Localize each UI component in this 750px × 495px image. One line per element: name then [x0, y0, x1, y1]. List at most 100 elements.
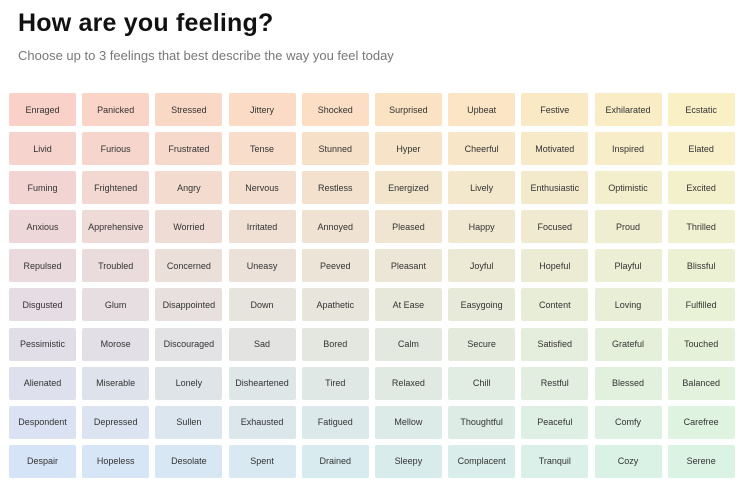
feeling-option[interactable]: Annoyed — [301, 210, 369, 244]
feeling-option[interactable]: Exhilarated — [594, 93, 662, 126]
feeling-option[interactable]: Grateful — [594, 327, 662, 361]
feeling-option[interactable]: Glum — [82, 288, 150, 322]
feeling-option[interactable]: Serene — [667, 444, 735, 478]
feeling-option[interactable]: At Ease — [374, 288, 442, 322]
feeling-option[interactable]: Angry — [155, 171, 223, 205]
feeling-option[interactable]: Apprehensive — [82, 210, 150, 244]
feeling-option[interactable]: Loving — [594, 288, 662, 322]
feeling-option[interactable]: Enraged — [9, 93, 76, 126]
feeling-option[interactable]: Tired — [301, 366, 369, 400]
feeling-option[interactable]: Troubled — [82, 249, 150, 283]
feeling-option[interactable]: Proud — [594, 210, 662, 244]
feeling-option[interactable]: Relaxed — [374, 366, 442, 400]
feeling-option[interactable]: Nervous — [228, 171, 296, 205]
feeling-option[interactable]: Frightened — [82, 171, 150, 205]
feeling-option[interactable]: Sullen — [155, 405, 223, 439]
feeling-option[interactable]: Comfy — [594, 405, 662, 439]
feeling-option[interactable]: Disappointed — [155, 288, 223, 322]
feeling-option[interactable]: Happy — [448, 210, 516, 244]
feeling-option[interactable]: Depressed — [82, 405, 150, 439]
feeling-option[interactable]: Secure — [448, 327, 516, 361]
feeling-option[interactable]: Ecstatic — [667, 93, 735, 126]
feeling-option[interactable]: Balanced — [667, 366, 735, 400]
feeling-option[interactable]: Cozy — [594, 444, 662, 478]
feeling-option[interactable]: Fatigued — [301, 405, 369, 439]
feeling-option[interactable]: Thrilled — [667, 210, 735, 244]
feeling-option[interactable]: Frustrated — [155, 132, 223, 166]
feeling-option[interactable]: Hyper — [374, 132, 442, 166]
feeling-option[interactable]: Worried — [155, 210, 223, 244]
feeling-option[interactable]: Morose — [82, 327, 150, 361]
feeling-option[interactable]: Anxious — [9, 210, 76, 244]
feeling-option[interactable]: Disheartened — [228, 366, 296, 400]
feeling-option[interactable]: Desolate — [155, 444, 223, 478]
feeling-option[interactable]: Pleasant — [374, 249, 442, 283]
feeling-option[interactable]: Thoughtful — [448, 405, 516, 439]
feeling-option[interactable]: Restful — [521, 366, 589, 400]
feeling-option[interactable]: Satisfied — [521, 327, 589, 361]
feeling-option[interactable]: Irritated — [228, 210, 296, 244]
feeling-option[interactable]: Fuming — [9, 171, 76, 205]
feeling-option[interactable]: Down — [228, 288, 296, 322]
feeling-option[interactable]: Optimistic — [594, 171, 662, 205]
feeling-option[interactable]: Despondent — [9, 405, 76, 439]
feeling-option[interactable]: Pessimistic — [9, 327, 76, 361]
feeling-option[interactable]: Easygoing — [448, 288, 516, 322]
feeling-option[interactable]: Drained — [301, 444, 369, 478]
feeling-option[interactable]: Uneasy — [228, 249, 296, 283]
feeling-option[interactable]: Carefree — [667, 405, 735, 439]
feeling-option[interactable]: Repulsed — [9, 249, 76, 283]
feeling-option[interactable]: Discouraged — [155, 327, 223, 361]
feeling-option[interactable]: Chill — [448, 366, 516, 400]
feeling-option[interactable]: Disgusted — [9, 288, 76, 322]
feeling-option[interactable]: Touched — [667, 327, 735, 361]
feeling-option[interactable]: Hopeful — [521, 249, 589, 283]
feeling-option[interactable]: Lonely — [155, 366, 223, 400]
feeling-option[interactable]: Tranquil — [521, 444, 589, 478]
feeling-option[interactable]: Fulfilled — [667, 288, 735, 322]
feeling-option[interactable]: Complacent — [448, 444, 516, 478]
feeling-option[interactable]: Cheerful — [448, 132, 516, 166]
feeling-option[interactable]: Festive — [521, 93, 589, 126]
feeling-option[interactable]: Spent — [228, 444, 296, 478]
feeling-option[interactable]: Jittery — [228, 93, 296, 126]
feeling-option[interactable]: Joyful — [448, 249, 516, 283]
feeling-option[interactable]: Playful — [594, 249, 662, 283]
feeling-option[interactable]: Elated — [667, 132, 735, 166]
feeling-option[interactable]: Blissful — [667, 249, 735, 283]
feeling-option[interactable]: Focused — [521, 210, 589, 244]
feeling-option[interactable]: Sleepy — [374, 444, 442, 478]
feeling-option[interactable]: Inspired — [594, 132, 662, 166]
feeling-option[interactable]: Despair — [9, 444, 76, 478]
feeling-option[interactable]: Shocked — [301, 93, 369, 126]
feeling-option[interactable]: Blessed — [594, 366, 662, 400]
feeling-option[interactable]: Hopeless — [82, 444, 150, 478]
feeling-option[interactable]: Motivated — [521, 132, 589, 166]
feeling-option[interactable]: Livid — [9, 132, 76, 166]
feeling-option[interactable]: Peeved — [301, 249, 369, 283]
feeling-option[interactable]: Stressed — [155, 93, 223, 126]
feeling-option[interactable]: Bored — [301, 327, 369, 361]
feeling-option[interactable]: Furious — [82, 132, 150, 166]
feeling-option[interactable]: Surprised — [374, 93, 442, 126]
feeling-option[interactable]: Concerned — [155, 249, 223, 283]
feeling-option[interactable]: Sad — [228, 327, 296, 361]
feeling-option[interactable]: Content — [521, 288, 589, 322]
feeling-option[interactable]: Tense — [228, 132, 296, 166]
feeling-option[interactable]: Exhausted — [228, 405, 296, 439]
feeling-option[interactable]: Alienated — [9, 366, 76, 400]
feeling-option[interactable]: Energized — [374, 171, 442, 205]
feeling-option[interactable]: Miserable — [82, 366, 150, 400]
feeling-option[interactable]: Pleased — [374, 210, 442, 244]
feeling-option[interactable]: Enthusiastic — [521, 171, 589, 205]
feeling-option[interactable]: Mellow — [374, 405, 442, 439]
feeling-option[interactable]: Peaceful — [521, 405, 589, 439]
feeling-option[interactable]: Panicked — [82, 93, 150, 126]
feeling-option[interactable]: Stunned — [301, 132, 369, 166]
feeling-option[interactable]: Excited — [667, 171, 735, 205]
feeling-option[interactable]: Lively — [448, 171, 516, 205]
feeling-option[interactable]: Restless — [301, 171, 369, 205]
feeling-option[interactable]: Calm — [374, 327, 442, 361]
feeling-option[interactable]: Upbeat — [448, 93, 516, 126]
feeling-option[interactable]: Apathetic — [301, 288, 369, 322]
